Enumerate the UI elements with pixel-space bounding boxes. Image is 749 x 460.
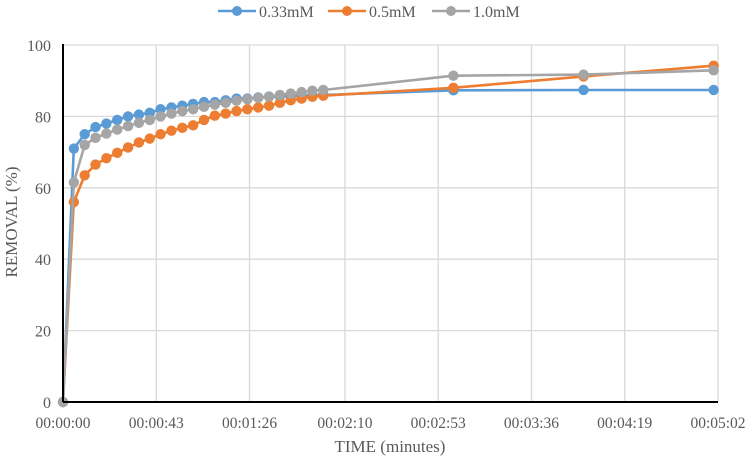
data-point[interactable] xyxy=(231,105,242,117)
data-point[interactable] xyxy=(155,129,166,140)
x-tick-label: 00:04:19 xyxy=(597,415,652,432)
data-point[interactable] xyxy=(79,170,90,181)
legend-label: 1.0mM xyxy=(473,4,520,21)
y-tick-label: 20 xyxy=(35,324,51,341)
y-tick-label: 60 xyxy=(35,181,51,198)
data-point[interactable] xyxy=(578,84,589,96)
x-tick-label: 00:00:00 xyxy=(35,415,90,432)
series-line xyxy=(61,69,714,403)
data-point[interactable] xyxy=(177,105,188,117)
y-tick-label: 100 xyxy=(27,38,51,55)
data-point[interactable] xyxy=(242,104,253,115)
axes xyxy=(62,44,718,403)
data-point[interactable] xyxy=(155,104,166,115)
x-tick-label: 00:01:26 xyxy=(222,415,277,432)
x-tick-label: 00:03:36 xyxy=(504,415,559,432)
data-point[interactable] xyxy=(198,114,210,126)
legend-label: 0.33mM xyxy=(259,4,314,21)
data-point[interactable] xyxy=(220,97,231,109)
legend-marker-icon xyxy=(232,6,242,16)
legend-item[interactable]: 1.0mM xyxy=(432,4,520,21)
data-point[interactable] xyxy=(296,86,307,98)
data-point[interactable] xyxy=(263,91,275,102)
data-point[interactable] xyxy=(187,104,199,115)
x-axis-title: TIME (minutes) xyxy=(335,437,446,456)
series-1-0mM xyxy=(57,65,719,408)
data-point[interactable] xyxy=(708,65,719,76)
data-point[interactable] xyxy=(231,95,242,106)
series-line xyxy=(61,88,714,403)
y-tick-label: 80 xyxy=(35,109,51,126)
legend-item[interactable]: 0.33mM xyxy=(218,4,314,21)
data-point[interactable] xyxy=(307,85,318,96)
data-point[interactable] xyxy=(101,118,112,129)
data-point[interactable] xyxy=(274,97,286,109)
data-point[interactable] xyxy=(79,129,90,140)
legend-marker-icon xyxy=(446,6,456,16)
data-point[interactable] xyxy=(112,147,123,159)
data-point[interactable] xyxy=(177,122,188,134)
data-point[interactable] xyxy=(133,117,145,129)
gridlines xyxy=(63,44,719,402)
data-point[interactable] xyxy=(90,132,101,144)
data-series xyxy=(57,60,719,408)
data-point[interactable] xyxy=(578,69,589,80)
data-point[interactable] xyxy=(285,88,296,99)
data-point[interactable] xyxy=(708,84,719,96)
data-point[interactable] xyxy=(274,89,286,101)
data-point[interactable] xyxy=(448,82,459,94)
data-point[interactable] xyxy=(252,102,264,113)
legend-item[interactable]: 0.5mM xyxy=(328,4,416,21)
data-point[interactable] xyxy=(209,110,221,121)
data-point[interactable] xyxy=(166,108,177,119)
tick-labels: 0 20 40 60 80 100 00:00:00 00:00:43 00:01:26 00:0… xyxy=(27,38,746,432)
data-point[interactable] xyxy=(101,128,112,139)
data-point[interactable] xyxy=(144,114,155,126)
data-point[interactable] xyxy=(133,109,145,120)
data-point[interactable] xyxy=(122,120,134,132)
legend-label: 0.5mM xyxy=(369,4,416,21)
data-point[interactable] xyxy=(122,142,134,153)
data-point[interactable] xyxy=(144,133,155,144)
data-point[interactable] xyxy=(220,108,231,119)
data-point[interactable] xyxy=(112,114,123,126)
x-tick-label: 00:02:10 xyxy=(317,415,372,432)
x-tick-label: 00:05:02 xyxy=(690,415,745,432)
series-line xyxy=(61,64,714,403)
data-point[interactable] xyxy=(155,111,166,122)
data-point[interactable] xyxy=(68,143,80,154)
data-point[interactable] xyxy=(187,120,199,131)
y-tick-label: 40 xyxy=(35,252,51,269)
data-point[interactable] xyxy=(68,177,80,188)
data-point[interactable] xyxy=(112,124,123,135)
data-point[interactable] xyxy=(263,100,275,111)
data-point[interactable] xyxy=(318,84,329,96)
data-point[interactable] xyxy=(90,159,101,170)
legend: 0.33mM 0.5mM 1.0mM xyxy=(218,4,520,21)
data-point[interactable] xyxy=(144,107,155,119)
y-axis-title: REMOVAL (%) xyxy=(2,167,21,278)
x-tick-label: 00:02:53 xyxy=(411,415,466,432)
series-0-5mM xyxy=(57,60,719,408)
data-point[interactable] xyxy=(166,125,177,136)
data-point[interactable] xyxy=(133,137,145,148)
data-point[interactable] xyxy=(90,121,101,133)
data-point[interactable] xyxy=(209,99,221,110)
data-point[interactable] xyxy=(101,152,112,164)
data-point[interactable] xyxy=(242,94,253,105)
data-point[interactable] xyxy=(122,111,134,122)
data-point[interactable] xyxy=(79,139,90,151)
legend-marker-icon xyxy=(342,6,352,16)
data-point[interactable] xyxy=(448,70,459,81)
data-point[interactable] xyxy=(198,101,210,112)
y-tick-label: 0 xyxy=(43,395,51,412)
x-tick-label: 00:00:43 xyxy=(129,415,184,432)
data-point[interactable] xyxy=(252,92,264,104)
